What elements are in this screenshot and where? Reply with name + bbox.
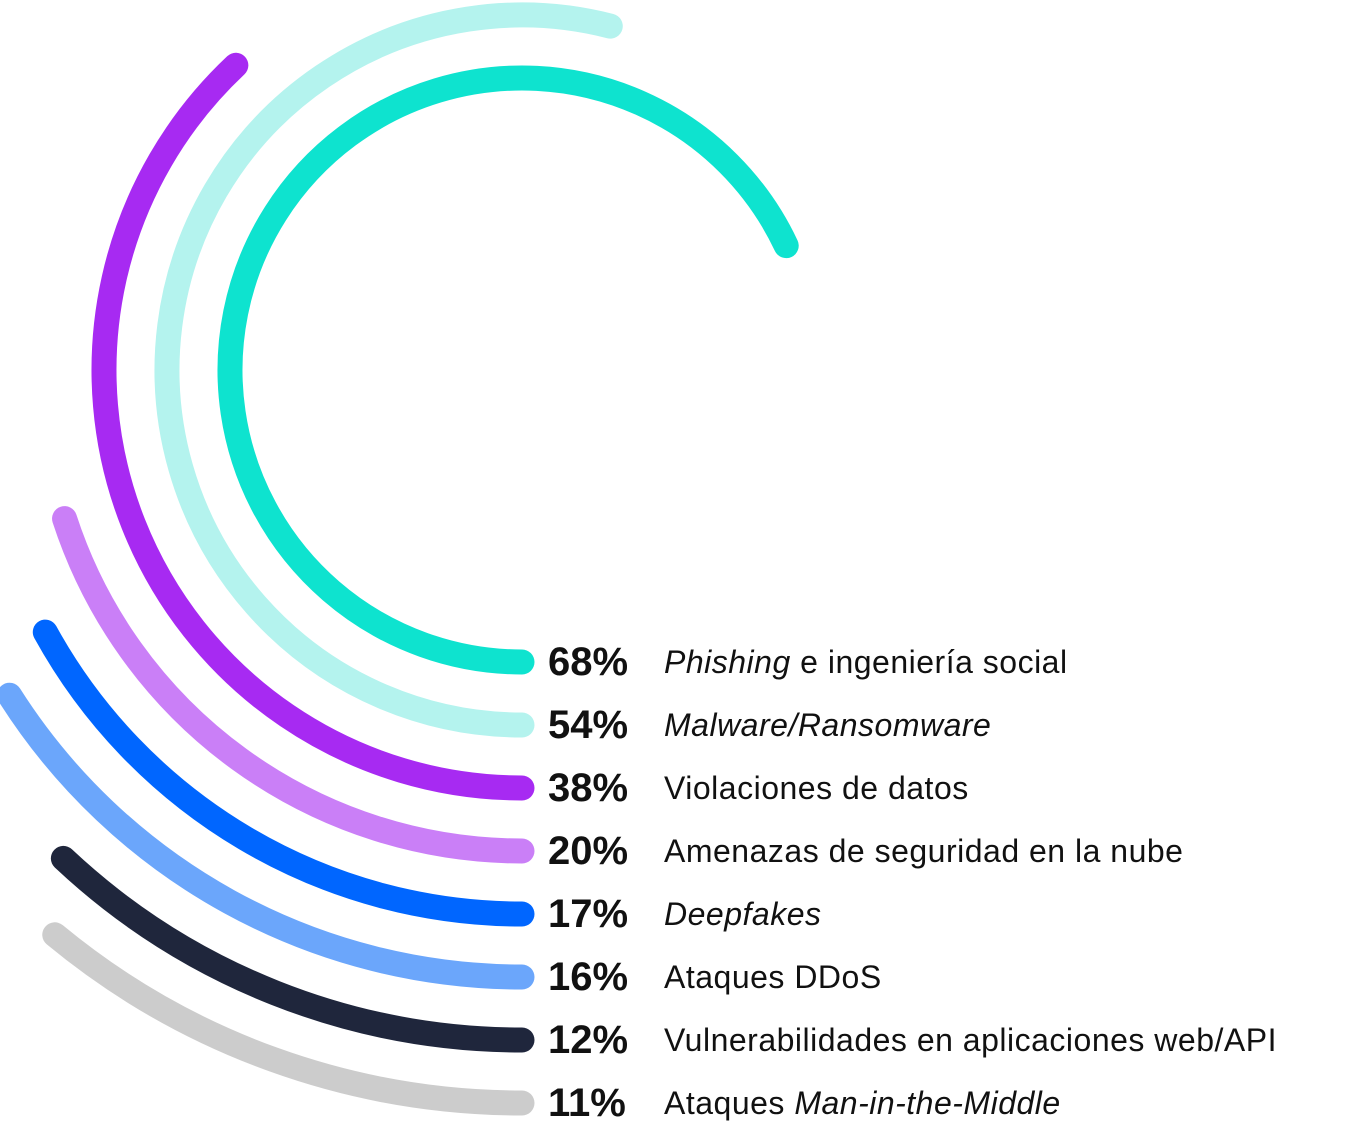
value-label: 16%: [548, 954, 629, 999]
category-label-segment: Ataques DDoS: [664, 958, 882, 995]
value-label: 54%: [548, 702, 629, 747]
arc-bar-4: [32, 619, 535, 927]
value-label: 20%: [548, 828, 629, 873]
category-label: Malware/Ransomware: [664, 707, 991, 744]
category-label: Ataques Man-in-the-Middle: [664, 1085, 1061, 1122]
category-label: Vulnerabilidades en aplicaciones web/API: [664, 1022, 1277, 1059]
legend-row: 68% Phishing e ingeniería social: [548, 637, 1068, 687]
arc-bar-7: [42, 922, 535, 1116]
category-label: Phishing e ingeniería social: [664, 644, 1068, 681]
value-label: 12%: [548, 1017, 629, 1062]
legend-row: 17% Deepfakes: [548, 889, 821, 939]
category-label: Deepfakes: [664, 896, 821, 933]
legend-row: 54% Malware/Ransomware: [548, 700, 991, 750]
value-label: 11%: [548, 1080, 626, 1125]
value-label: 68%: [548, 639, 629, 684]
category-label: Amenazas de seguridad en la nube: [664, 833, 1183, 870]
arc-bar-0: [217, 65, 799, 675]
category-label-segment: Phishing: [664, 643, 791, 680]
legend-row: 16% Ataques DDoS: [548, 952, 882, 1002]
legend-row: 20% Amenazas de seguridad en la nube: [548, 826, 1183, 876]
category-label-segment: Vulnerabilidades en aplicaciones web/API: [664, 1021, 1277, 1058]
arc-bar-6: [50, 845, 535, 1053]
value-label: 17%: [548, 891, 629, 936]
category-label-segment: Malware/Ransomware: [664, 706, 992, 743]
arc-bar-5: [0, 682, 535, 990]
category-label-segment: Deepfakes: [664, 895, 822, 932]
category-label-segment: Amenazas de seguridad en la nube: [664, 832, 1184, 869]
arc-bar-2: [91, 52, 535, 801]
category-label: Violaciones de datos: [664, 770, 969, 807]
arc-bar-3: [52, 506, 535, 864]
category-label-segment: Ataques: [664, 1084, 795, 1121]
category-label-segment: e ingeniería social: [790, 643, 1068, 680]
legend-row: 11% Ataques Man-in-the-Middle: [548, 1078, 1061, 1127]
value-label: 38%: [548, 765, 629, 810]
legend-row: 38% Violaciones de datos: [548, 763, 969, 813]
category-label: Ataques DDoS: [664, 959, 882, 996]
legend-row: 12% Vulnerabilidades en aplicaciones web/…: [548, 1015, 1277, 1065]
category-label-segment: Man-in-the-Middle: [794, 1084, 1061, 1121]
arc-bar-1: [154, 2, 623, 738]
category-label-segment: Violaciones de datos: [664, 769, 969, 806]
